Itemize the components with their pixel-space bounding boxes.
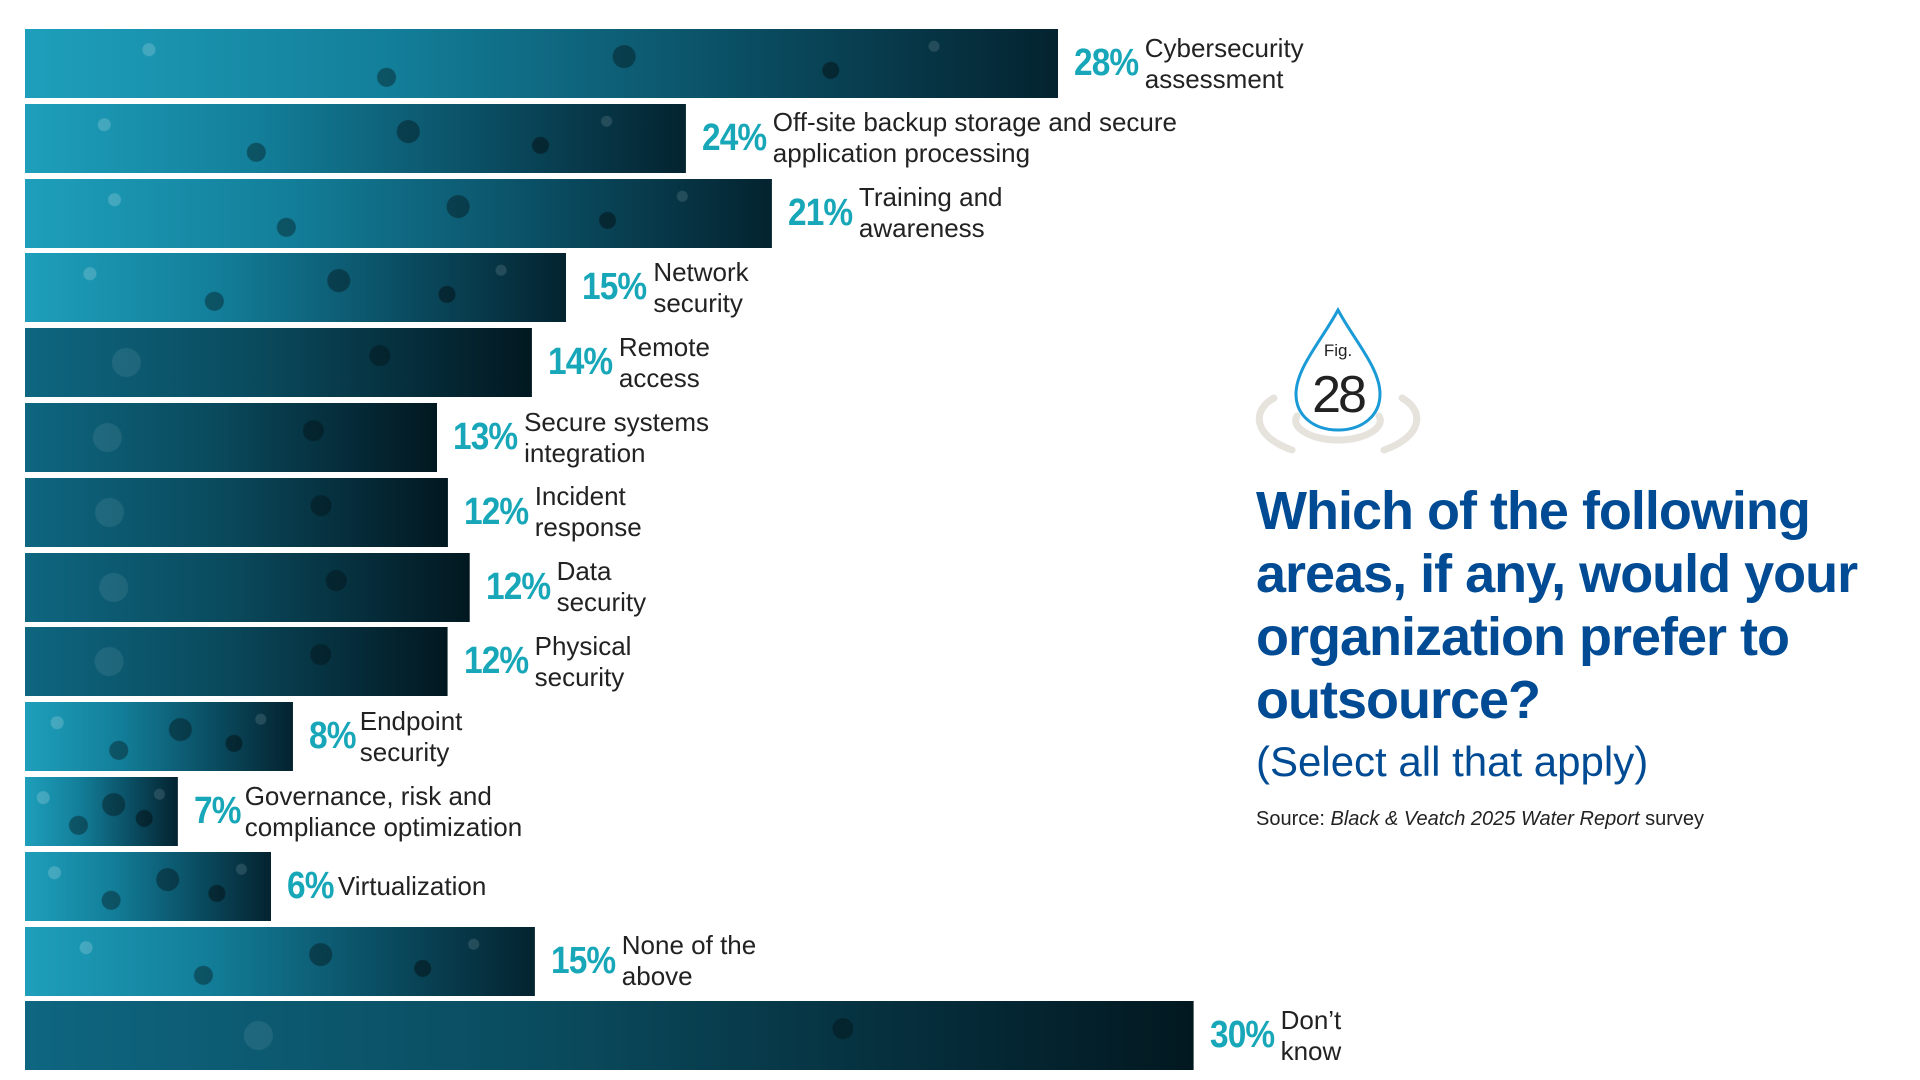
value-label: 24% [701,116,767,159]
category-label: Governance, risk and compliance optimiza… [244,780,523,842]
category-label: Virtualization [337,870,487,901]
bar [25,403,438,472]
chart-title: Which of the following areas, if any, wo… [1256,481,1858,730]
bar-row: 13% Secure systems integration [25,403,766,472]
source-suffix: survey [1639,808,1705,830]
category-label: Data security [556,556,647,618]
bar-row: 6% Virtualization [25,851,487,921]
chart-subtitle: (Select all that apply) [1256,738,1649,785]
source-publication: Black & Veatch 2025 Water Report [1330,808,1640,830]
bar-row: 12% Data security [25,552,694,622]
value-label: 12% [463,490,529,533]
bar-row: 12% Physical security [25,627,701,697]
category-label: Incident response [534,481,642,543]
value-label: 8% [308,715,356,758]
bar [25,103,686,173]
water-drop-icon: Fig. 28 [1255,306,1421,454]
value-label: 30% [1209,1014,1275,1057]
value-label: 28% [1073,42,1139,84]
fig-number: 28 [1312,366,1365,424]
bar [25,851,271,921]
category-label: Remote access [618,331,710,393]
fig-label: Fig. [1324,341,1352,360]
bar-row: 14% Remote access [25,328,777,398]
category-label: Network security [653,256,749,318]
bar [25,777,178,846]
bar [25,627,448,697]
source-prefix: Source: [1256,808,1331,830]
category-label: Physical security [534,630,632,692]
value-label: 14% [547,341,613,384]
category-label: Off-site backup storage and secure appli… [772,107,1177,169]
bar-row: 24% Off-site backup storage and secure ap… [25,103,1222,173]
value-label: 7% [193,790,241,832]
category-label: Endpoint security [359,705,463,767]
bar [25,926,535,996]
value-label: 13% [453,416,518,458]
value-label: 12% [463,640,529,683]
category-label: Cybersecurity assessment [1144,32,1304,94]
value-label: 15% [582,266,647,309]
bar [25,477,448,547]
bar [25,178,772,248]
bar-row: 8% Endpoint security [25,702,523,772]
bar-row: 15% Network security [25,253,822,323]
category-label: None of the above [621,930,757,992]
value-label: 15% [550,939,616,982]
bar [25,702,293,772]
category-label: Secure systems integration [524,406,710,468]
bar [25,552,470,622]
category-label: Don’t know [1280,1004,1342,1066]
category-label: Training and awareness [858,182,1003,244]
value-label: 12% [485,565,551,608]
bar [25,1001,1194,1071]
bar-row: 21% Training and awareness [25,178,1099,248]
value-label: 6% [287,864,334,907]
bar-row: 7% Governance, risk and compliance optimi… [25,777,528,846]
value-label: 21% [787,191,853,234]
bar-row: 30% Don’t know [25,1001,1403,1071]
bar [25,253,567,323]
source-note: Source: Black & Veatch 2025 Water Report… [1256,808,1704,831]
bar [25,328,532,398]
bar [25,29,1058,98]
bar-row: 15% None of the above [25,926,798,996]
bar-row: 28% Cybersecurity assessment [25,29,1419,98]
bar-row: 12% Incident response [25,477,711,547]
